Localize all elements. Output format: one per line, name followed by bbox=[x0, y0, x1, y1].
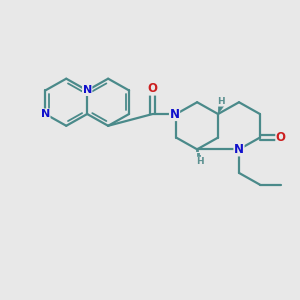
Text: N: N bbox=[82, 85, 92, 95]
Polygon shape bbox=[218, 106, 224, 114]
Text: H: H bbox=[196, 157, 204, 166]
Text: O: O bbox=[276, 131, 286, 144]
Text: O: O bbox=[148, 82, 158, 95]
Text: H: H bbox=[218, 97, 225, 106]
Text: N: N bbox=[169, 107, 179, 121]
Text: N: N bbox=[41, 109, 50, 119]
Text: N: N bbox=[234, 143, 244, 156]
